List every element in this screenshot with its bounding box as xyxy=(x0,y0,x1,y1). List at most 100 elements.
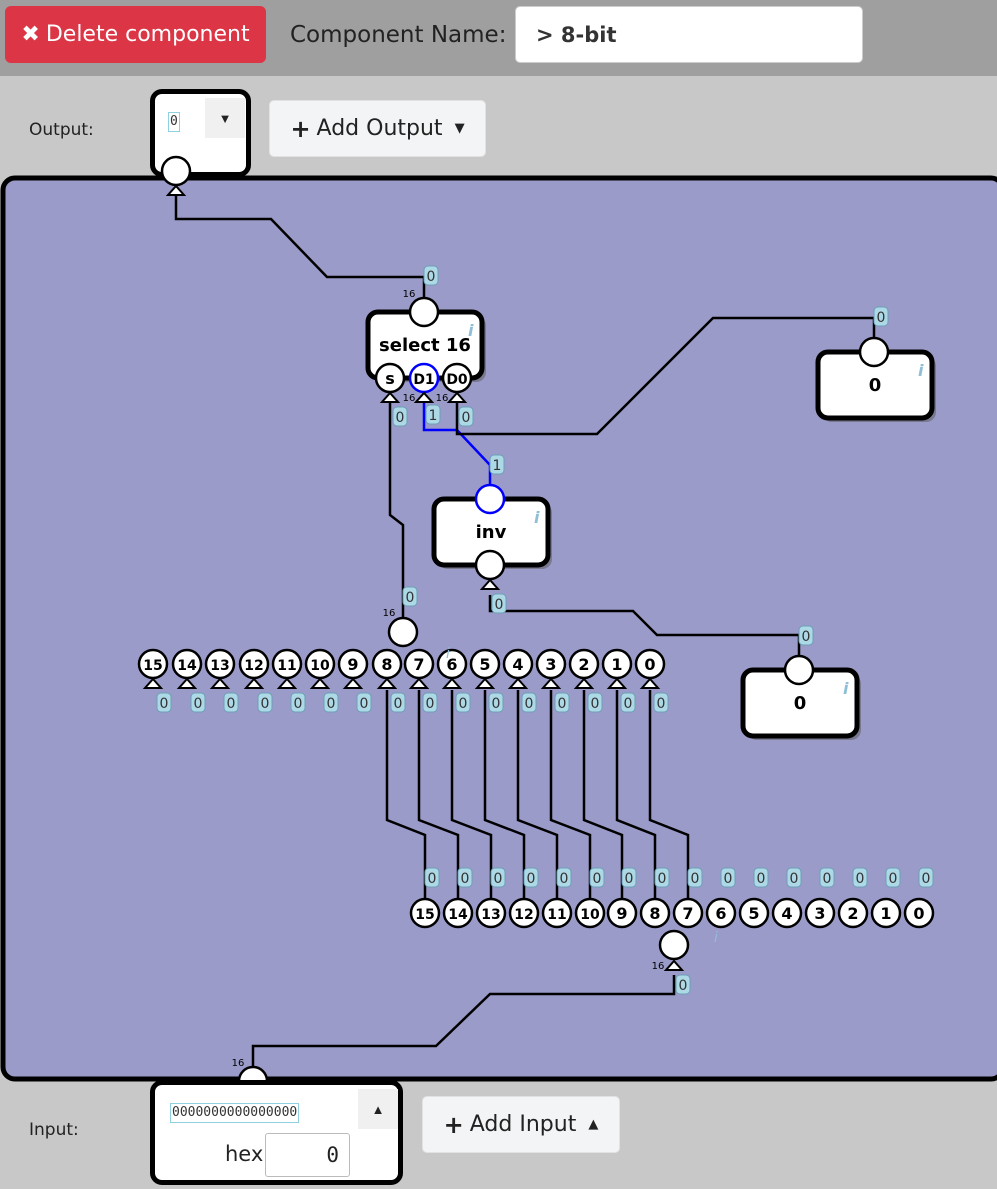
select-d0-arrow xyxy=(446,391,468,403)
select-d1-arrow xyxy=(413,391,435,403)
splitter-bottom-bit-2[interactable] xyxy=(837,897,869,929)
splitter-top-bit-value-4: 0 xyxy=(525,696,534,712)
splitter-top-arrow-6 xyxy=(441,677,463,689)
splitter-top-bit-value-5: 0 xyxy=(492,696,501,712)
input-pin-box[interactable]: 0000000000000000 ▲ hex xyxy=(150,1080,403,1185)
splitter-bottom-bit-7[interactable] xyxy=(672,897,704,929)
output-pin-box[interactable]: 0 ▼ xyxy=(150,89,251,177)
splitter-bottom-bit-value-15-bg xyxy=(424,867,440,888)
component-name-input[interactable] xyxy=(515,6,863,63)
output-label: Output: xyxy=(29,120,94,140)
constant-a-out-value-bg xyxy=(873,306,889,327)
info-icon[interactable]: i xyxy=(468,321,474,340)
info-icon[interactable]: i xyxy=(446,646,450,662)
info-icon[interactable]: i xyxy=(843,679,849,698)
caret-down-icon: ▼ xyxy=(218,110,232,126)
wire-bit-6 xyxy=(450,690,493,900)
splitter-top-bit-12-label: 12 xyxy=(244,658,263,674)
splitter-bottom-bit-value-15: 0 xyxy=(428,871,437,887)
delete-component-button[interactable]: ✖ Delete component xyxy=(5,6,266,63)
splitter-top-bit-15-label: 15 xyxy=(143,658,162,674)
splitter-bottom-bit-1[interactable] xyxy=(870,897,902,929)
splitter-top-bit-value-6: 0 xyxy=(459,696,468,712)
input-dropdown-toggle[interactable]: ▲ xyxy=(358,1089,398,1129)
select-out-width: 16 xyxy=(403,289,416,300)
wire-input-to-splitter xyxy=(251,975,676,1068)
constant-a-value: 0 xyxy=(869,375,882,396)
splitter-bottom-bit-12[interactable] xyxy=(508,897,540,929)
caret-up-icon: ▲ xyxy=(588,1117,599,1132)
hex-label: hex xyxy=(225,1142,264,1166)
splitter-bottom-bit-12-label: 12 xyxy=(514,907,533,923)
splitter-bottom-bit-3[interactable] xyxy=(804,897,836,929)
splitter-top-bit-value-6-bg xyxy=(455,692,471,713)
plus-icon: + xyxy=(290,114,311,143)
splitter-top-bit-5-label: 5 xyxy=(479,655,490,674)
splitter-top-arrow-15 xyxy=(142,677,164,689)
info-icon[interactable]: i xyxy=(918,361,924,380)
inv-in-arrow xyxy=(479,578,501,590)
info-icon[interactable]: i xyxy=(534,508,540,527)
inv-in-value-bg xyxy=(491,593,507,614)
splitter-top-bit-value-12-bg xyxy=(257,692,273,713)
splitter-bottom-bit-value-12-bg xyxy=(523,867,539,888)
toolbar: ✖ Delete component Component Name: xyxy=(0,0,997,76)
splitter-top-width: 16 xyxy=(383,608,396,619)
splitter-top-bit-6-label: 6 xyxy=(446,655,457,674)
constant-a-output-pin[interactable] xyxy=(858,336,890,368)
splitter-bottom-bit-value-6: 0 xyxy=(724,871,733,887)
splitter-bottom-bit-6[interactable] xyxy=(705,897,737,929)
splitter-bottom-bit-13[interactable] xyxy=(475,897,507,929)
splitter-top-bit-value-9: 0 xyxy=(360,696,369,712)
select-d1-pin-label: D1 xyxy=(413,372,434,388)
splitter-bottom-bit-4-label: 4 xyxy=(781,904,792,923)
add-output-button[interactable]: + Add Output ▼ xyxy=(269,100,486,157)
splitter-top-arrow-14 xyxy=(176,677,198,689)
splitter-bottom-bit-4[interactable] xyxy=(771,897,803,929)
splitter-bottom-bit-9[interactable] xyxy=(606,897,638,929)
splitter-bottom-bit-15[interactable] xyxy=(409,897,441,929)
output-value: 0 xyxy=(168,112,180,132)
splitter-bottom-bit-1-label: 1 xyxy=(880,904,891,923)
splitter-bottom-bit-11[interactable] xyxy=(541,897,573,929)
splitter-bottom-bit-value-5-bg xyxy=(753,867,769,888)
output-pin[interactable] xyxy=(160,155,192,187)
output-dropdown-toggle[interactable]: ▼ xyxy=(205,98,245,138)
splitter-bottom-bit-0-label: 0 xyxy=(913,904,924,923)
splitter-bottom-bit-8[interactable] xyxy=(639,897,671,929)
info-icon[interactable]: i xyxy=(714,930,718,946)
circuit-area xyxy=(0,175,997,1082)
splitter-top-out-value: 0 xyxy=(406,590,415,606)
splitter-bottom-bit-8-label: 8 xyxy=(649,904,660,923)
splitter-bottom-bit-10[interactable] xyxy=(574,897,606,929)
caret-up-icon: ▲ xyxy=(371,1101,385,1117)
splitter-bottom-input-pin[interactable] xyxy=(658,929,690,961)
select-d1-width: 16 xyxy=(403,393,416,404)
inv-input-pin[interactable] xyxy=(474,549,506,581)
select-d1-value-bg xyxy=(425,404,441,425)
select-output-pin[interactable] xyxy=(408,296,440,328)
splitter-top-bit-value-12: 0 xyxy=(261,696,270,712)
add-input-label: Add Input xyxy=(469,1112,577,1137)
splitter-bottom-bit-5[interactable] xyxy=(738,897,770,929)
splitter-bottom-bit-5-label: 5 xyxy=(748,904,759,923)
inv-output-pin[interactable] xyxy=(474,483,506,515)
splitter-bottom-bit-value-14: 0 xyxy=(461,871,470,887)
constant-b-value: 0 xyxy=(794,693,807,714)
splitter-bottom-bit-14[interactable] xyxy=(442,897,474,929)
constant-b-output-pin[interactable] xyxy=(783,654,815,686)
splitter-bottom-bit-0[interactable] xyxy=(903,897,935,929)
inv-out-value: 1 xyxy=(493,458,502,474)
splitter-bottom-in-value-bg xyxy=(675,974,691,995)
input-label: Input: xyxy=(29,1120,79,1140)
splitter-top-bit-value-3-bg xyxy=(554,692,570,713)
splitter-top-bit-value-14: 0 xyxy=(194,696,203,712)
add-input-button[interactable]: + Add Input ▲ xyxy=(422,1096,620,1153)
hex-input[interactable] xyxy=(265,1133,350,1177)
splitter-bottom-bit-value-6-bg xyxy=(720,867,736,888)
splitter-top-bit-1-label: 1 xyxy=(611,655,622,674)
inv-title: inv xyxy=(476,522,507,543)
splitter-top-arrow-0 xyxy=(639,677,661,689)
splitter-bottom-bit-value-2-bg xyxy=(852,867,868,888)
splitter-top-output-pin[interactable] xyxy=(387,616,419,648)
